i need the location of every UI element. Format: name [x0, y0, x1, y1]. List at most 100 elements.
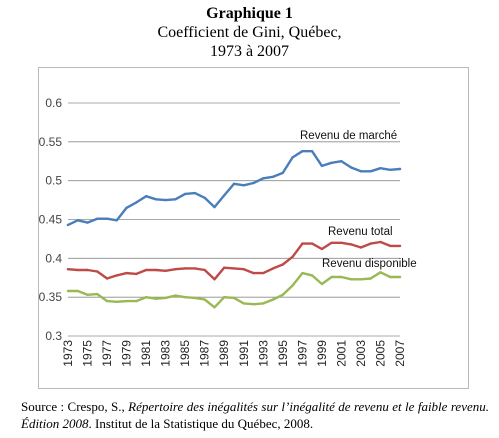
- data-point: [340, 241, 343, 244]
- data-point: [125, 271, 128, 275]
- x-tick-label: 1991: [237, 340, 251, 367]
- gini-line-chart: 0.30.350.40.450.50.550.6 1973 1975 1977 197…: [39, 96, 417, 367]
- data-point: [281, 293, 284, 296]
- data-point: [144, 268, 148, 272]
- data-point: [271, 267, 275, 270]
- source-suffix: . Institut de la Statistique du Québec, …: [88, 416, 314, 431]
- data-point: [144, 195, 148, 198]
- data-point: [144, 296, 148, 299]
- y-tick-label: 0.4: [45, 251, 62, 265]
- data-point: [174, 294, 177, 297]
- data-point: [223, 296, 226, 299]
- data-point: [135, 272, 138, 276]
- y-tick-label: 0.35: [39, 290, 63, 304]
- data-point: [320, 164, 324, 168]
- data-point: [96, 270, 99, 273]
- x-tick-label: 2003: [354, 340, 368, 367]
- data-point: [242, 184, 245, 187]
- x-tick-label: 1983: [159, 340, 173, 367]
- data-point: [193, 191, 197, 195]
- data-point: [350, 166, 353, 169]
- data-point: [96, 292, 99, 296]
- x-tick-label: 1999: [315, 340, 329, 367]
- data-point: [330, 241, 333, 244]
- data-point: [66, 223, 70, 227]
- data-point: [174, 268, 177, 271]
- data-point: [164, 269, 167, 272]
- data-point: [369, 242, 372, 245]
- data-point: [389, 275, 392, 279]
- data-point: [350, 278, 353, 281]
- x-tick-label: 2005: [373, 340, 387, 367]
- data-point: [203, 298, 206, 301]
- data-point: [291, 255, 294, 258]
- data-point: [164, 296, 167, 300]
- data-point: [105, 299, 109, 303]
- chart-frame: [38, 67, 469, 389]
- series-label-2: Revenu disponible: [322, 258, 417, 270]
- data-point: [184, 267, 187, 270]
- data-point: [232, 296, 236, 300]
- y-tick-labels: 0.3 0.35 0.4 0.45 0.5 0.55 0.6: [39, 96, 63, 343]
- y-tick-label: 0.5: [45, 174, 62, 188]
- x-tick-label: 1985: [178, 340, 192, 367]
- data-point: [369, 277, 372, 280]
- data-point: [125, 299, 128, 303]
- data-point: [223, 266, 226, 269]
- data-point: [398, 167, 402, 171]
- data-point: [184, 296, 187, 299]
- data-point: [86, 268, 89, 272]
- data-point: [193, 296, 197, 300]
- data-point: [213, 306, 216, 309]
- x-tick-label: 1995: [276, 340, 290, 367]
- x-tick-label: 1997: [295, 340, 309, 367]
- data-point: [330, 275, 333, 279]
- y-tick-label: 0.45: [39, 213, 63, 227]
- data-point: [232, 182, 236, 185]
- x-tick-label: 1993: [256, 340, 270, 367]
- data-point: [330, 161, 333, 164]
- data-point: [154, 297, 158, 300]
- data-point: [389, 244, 392, 248]
- data-point: [398, 244, 402, 248]
- figure-subtitle-line2: 1973 à 2007: [209, 43, 290, 60]
- data-point: [115, 300, 119, 303]
- data-point: [340, 160, 343, 163]
- data-point: [301, 150, 304, 153]
- data-point: [184, 192, 187, 196]
- data-point: [379, 167, 382, 170]
- x-tick-label: 1989: [217, 340, 231, 367]
- data-point: [232, 267, 236, 270]
- data-point: [291, 284, 294, 287]
- x-tick-label: 2007: [393, 340, 407, 367]
- x-tick-label: 1981: [139, 340, 153, 367]
- source-prefix: Source : Crespo, S.,: [21, 399, 129, 414]
- y-tick-label: 0.55: [39, 135, 63, 149]
- x-tick-label: 2001: [334, 340, 348, 367]
- data-point: [252, 271, 255, 275]
- data-point: [310, 274, 314, 277]
- data-point: [125, 206, 128, 209]
- data-point: [359, 246, 363, 249]
- data-point: [203, 196, 206, 199]
- source-title: Répertoire des inégalités sur l’inégalit…: [21, 399, 489, 431]
- x-tick-label: 1979: [120, 340, 134, 367]
- data-point: [350, 243, 353, 246]
- data-point: [76, 289, 79, 293]
- data-point: [310, 150, 314, 153]
- data-point: [115, 219, 119, 222]
- data-point: [96, 217, 99, 220]
- data-point: [320, 247, 324, 251]
- gridlines: [68, 102, 400, 337]
- series-lines: [66, 149, 402, 309]
- data-point: [66, 268, 70, 271]
- data-point: [271, 175, 275, 178]
- data-point: [379, 271, 382, 274]
- data-point: [76, 219, 79, 222]
- data-point: [271, 298, 275, 301]
- data-point: [174, 198, 177, 201]
- data-point: [154, 198, 158, 201]
- data-point: [66, 289, 70, 293]
- data-point: [164, 198, 167, 202]
- data-point: [301, 271, 304, 275]
